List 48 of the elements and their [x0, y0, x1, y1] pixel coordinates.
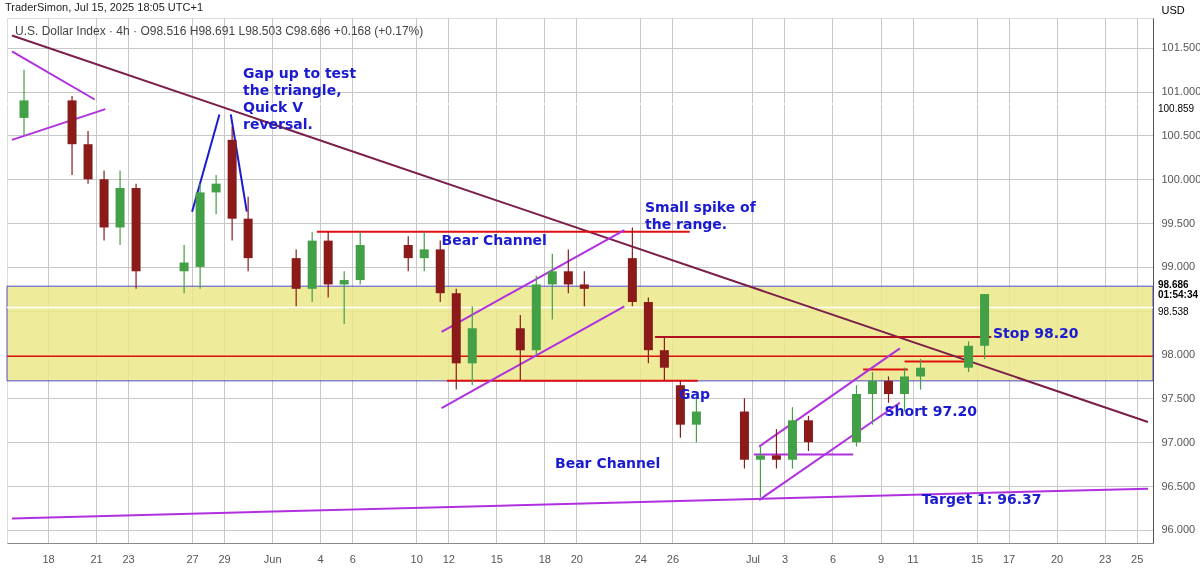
y-tick-label: 98.000 — [1161, 348, 1196, 361]
x-tick-label: 15 — [970, 552, 984, 565]
annotation: Target 1: 96.37 — [921, 491, 1042, 508]
x-tick-label: Jun — [263, 552, 282, 565]
y-tick-label: 101.500 — [1161, 41, 1200, 54]
annotation: Stop 98.20 — [993, 325, 1079, 341]
annotation: Short 97.20 — [884, 403, 978, 420]
x-tick-label: 11 — [907, 552, 919, 565]
annotation: Bear Channel — [441, 231, 547, 248]
y-tick-label: 100.000 — [1161, 172, 1200, 185]
y-axis-title: USD — [1161, 3, 1185, 16]
x-tick-label: 21 — [90, 552, 103, 565]
y-tick-label: 101.000 — [1161, 85, 1200, 98]
x-tick-label: 18 — [538, 552, 551, 565]
x-tick-label: 15 — [490, 552, 503, 565]
x-tick-label: 25 — [1131, 552, 1144, 565]
x-tick-label: 3 — [781, 552, 789, 565]
ref-line-label: 100.859 — [1158, 102, 1195, 114]
x-tick-label: 9 — [877, 552, 885, 565]
y-tick-label: 100.500 — [1161, 128, 1200, 141]
x-tick-label: 24 — [634, 552, 647, 565]
x-tick-label: 23 — [1099, 552, 1112, 565]
x-tick-label: 6 — [349, 552, 356, 565]
x-tick-label: 29 — [218, 552, 231, 565]
annotation: Bear Channel — [555, 455, 661, 471]
annotation: Small spike of the range. — [645, 199, 757, 232]
x-tick-label: 17 — [1002, 552, 1016, 565]
x-tick-label: 12 — [442, 552, 455, 565]
y-tick-label: 99.000 — [1161, 260, 1196, 273]
x-tick-label: 20 — [570, 552, 583, 565]
x-tick-label: Jul — [745, 552, 760, 565]
x-tick-label: 10 — [410, 552, 423, 565]
ref-line-label: 98.538 — [1158, 306, 1190, 318]
text: U.S. Dollar Index · 4h · O98.516 H98.691 L98.503 C98.686 +0.168 (+0.17%) — [15, 24, 424, 38]
x-tick-label: 20 — [1050, 552, 1064, 565]
y-tick-label: 99.500 — [1161, 216, 1196, 229]
x-tick-label: 26 — [666, 552, 680, 565]
x-tick-label: 23 — [122, 552, 135, 565]
chart-title: TraderSimon, Jul 15, 2025 18:05 UTC+1 — [5, 1, 204, 13]
y-tick-label: 96.000 — [1161, 523, 1196, 536]
y-tick-label: 97.500 — [1161, 391, 1196, 404]
x-tick-label: 18 — [42, 552, 55, 565]
x-tick-label: 27 — [186, 552, 199, 565]
annotation: 98.686 01:54:34 — [1158, 279, 1199, 301]
x-tick-label: 4 — [317, 552, 324, 565]
y-tick-label: 97.000 — [1161, 435, 1196, 448]
x-tick-label: 6 — [829, 552, 837, 565]
y-tick-label: 96.500 — [1161, 479, 1196, 492]
